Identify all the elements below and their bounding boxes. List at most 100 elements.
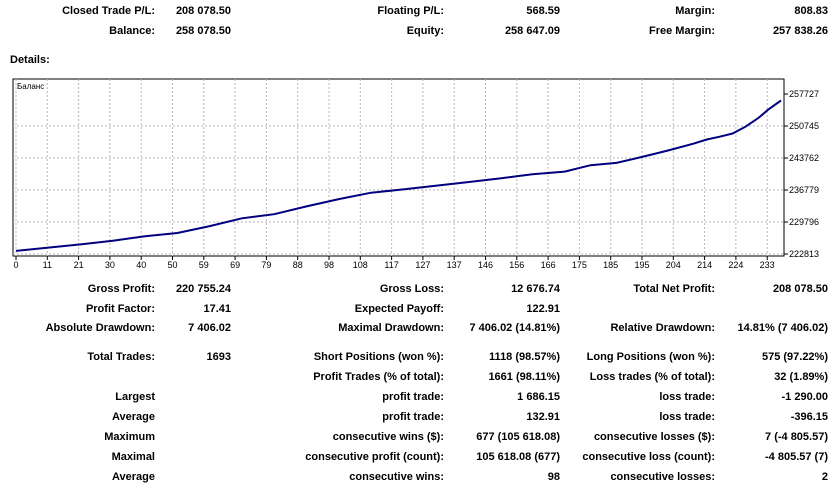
- total-net-profit-label: Total Net Profit:: [633, 283, 715, 295]
- margin-label: Margin:: [675, 5, 715, 17]
- max-consecutive-wins-value: 677 (105 618.08): [476, 431, 560, 443]
- balance-series-line: [15, 99, 782, 252]
- profit-trades-value: 1661 (98.11%): [488, 371, 560, 383]
- largest-loss-trade-value: -1 290.00: [781, 391, 828, 403]
- total-net-profit-value: 208 078.50: [772, 283, 828, 295]
- y-tick-label: 243762: [789, 153, 819, 163]
- absolute-drawdown-label: Absolute Drawdown:: [45, 322, 155, 334]
- free-margin-label: Free Margin:: [648, 25, 715, 37]
- expected-payoff-value: 122.91: [526, 303, 560, 315]
- chart-title: Баланс: [17, 82, 44, 91]
- largest-label: Largest: [115, 391, 155, 403]
- x-tick-label: 224: [728, 260, 743, 270]
- equity-label: Equity:: [406, 25, 444, 37]
- avg-consecutive-losses-value: 2: [821, 471, 828, 483]
- maximum-label: Maximum: [104, 431, 155, 443]
- largest-profit-trade-label: profit trade:: [382, 391, 444, 403]
- x-tick-label: 214: [697, 260, 712, 270]
- max-consecutive-losses-label: consecutive losses ($):: [593, 431, 715, 443]
- gross-loss-value: 12 676.74: [511, 283, 560, 295]
- maximal-drawdown-value: 7 406.02 (14.81%): [469, 322, 560, 334]
- relative-drawdown-value: 14.81% (7 406.02): [737, 322, 828, 334]
- x-tick-label: 117: [384, 260, 398, 270]
- x-tick-label: 195: [634, 260, 649, 270]
- average-consecutive-label: Average: [111, 471, 155, 483]
- y-axis-ticks: 257727 250745 243762 236779 229796 222813: [784, 89, 819, 259]
- avg-consecutive-wins-value: 98: [547, 471, 560, 483]
- x-tick-label: 204: [666, 260, 681, 270]
- y-tick-label: 236779: [789, 185, 819, 195]
- chart-grid: [13, 79, 784, 256]
- balance-chart: 0 11 21 30 40 50 59 69 79 88 98 108 117 127 137 146 156 1…: [12, 78, 819, 270]
- x-tick-label: 50: [167, 260, 177, 270]
- gross-profit-value: 220 755.24: [175, 283, 231, 295]
- maximal-consecutive-loss-value: -4 805.57 (7): [765, 451, 828, 463]
- avg-consecutive-wins-label: consecutive wins:: [349, 471, 444, 483]
- average-loss-trade-value: -396.15: [790, 411, 828, 423]
- floating-pl-value: 568.59: [526, 5, 560, 17]
- closed-trade-pl-label: Closed Trade P/L:: [62, 5, 155, 17]
- x-tick-label: 98: [324, 260, 334, 270]
- x-tick-label: 127: [415, 260, 430, 270]
- y-tick-label: 229796: [789, 217, 819, 227]
- closed-trade-pl-value: 208 078.50: [175, 5, 231, 17]
- loss-trades-value: 32 (1.89%): [774, 371, 828, 383]
- largest-loss-trade-label: loss trade:: [659, 391, 715, 403]
- x-axis-ticks: 0 11 21 30 40 50 59 69 79 88 98 108 117 127 137 146 156 1…: [13, 256, 775, 270]
- maximal-label: Maximal: [111, 451, 155, 463]
- x-tick-label: 88: [293, 260, 303, 270]
- balance-value: 258 078.50: [175, 25, 231, 37]
- x-tick-label: 175: [572, 260, 587, 270]
- x-tick-label: 69: [230, 260, 240, 270]
- x-tick-label: 30: [105, 260, 115, 270]
- short-positions-value: 1118 (98.57%): [489, 351, 560, 363]
- profit-factor-label: Profit Factor:: [85, 303, 155, 315]
- maximal-drawdown-label: Maximal Drawdown:: [338, 322, 444, 334]
- y-tick-label: 257727: [789, 89, 819, 99]
- loss-trades-label: Loss trades (% of total):: [589, 371, 715, 383]
- x-tick-label: 11: [43, 260, 52, 270]
- expected-payoff-label: Expected Payoff:: [354, 303, 444, 315]
- relative-drawdown-label: Relative Drawdown:: [610, 322, 715, 334]
- x-tick-label: 0: [13, 260, 18, 270]
- margin-value: 808.83: [794, 5, 828, 17]
- x-tick-label: 156: [509, 260, 524, 270]
- x-tick-label: 21: [74, 260, 84, 270]
- max-consecutive-losses-value: 7 (-4 805.57): [765, 431, 828, 443]
- x-tick-label: 40: [136, 260, 146, 270]
- total-trades-label: Total Trades:: [87, 351, 155, 363]
- x-tick-label: 59: [199, 260, 209, 270]
- maximal-consecutive-profit-value: 105 618.08 (677): [476, 451, 560, 463]
- long-positions-label: Long Positions (won %):: [586, 351, 715, 363]
- total-trades-value: 1693: [206, 351, 231, 363]
- x-tick-label: 137: [447, 260, 462, 270]
- x-tick-label: 146: [478, 260, 493, 270]
- x-tick-label: 166: [541, 260, 556, 270]
- average-profit-trade-value: 132.91: [526, 411, 560, 423]
- average-profit-trade-label: profit trade:: [382, 411, 444, 423]
- y-tick-label: 250745: [789, 121, 819, 131]
- avg-consecutive-losses-label: consecutive losses:: [610, 471, 715, 483]
- equity-value: 258 647.09: [504, 25, 560, 37]
- largest-profit-trade-value: 1 686.15: [517, 391, 560, 403]
- x-tick-label: 233: [760, 260, 775, 270]
- gross-loss-label: Gross Loss:: [379, 283, 444, 295]
- maximal-consecutive-profit-label: consecutive profit (count):: [305, 451, 444, 463]
- free-margin-value: 257 838.26: [772, 25, 828, 37]
- x-tick-label: 108: [353, 260, 368, 270]
- x-tick-label: 185: [603, 260, 618, 270]
- maximal-consecutive-loss-label: consecutive loss (count):: [582, 451, 715, 463]
- gross-profit-label: Gross Profit:: [87, 283, 155, 295]
- absolute-drawdown-value: 7 406.02: [188, 322, 231, 334]
- short-positions-label: Short Positions (won %):: [313, 351, 444, 363]
- y-tick-label: 222813: [789, 249, 819, 259]
- profit-factor-value: 17.41: [203, 303, 231, 315]
- balance-label: Balance:: [109, 25, 155, 37]
- x-tick-label: 79: [261, 260, 271, 270]
- floating-pl-label: Floating P/L:: [377, 5, 444, 17]
- max-consecutive-wins-label: consecutive wins ($):: [332, 431, 444, 443]
- profit-trades-label: Profit Trades (% of total):: [313, 371, 444, 383]
- long-positions-value: 575 (97.22%): [761, 351, 828, 363]
- details-label: Details:: [10, 54, 50, 66]
- average-label: Average: [111, 411, 155, 423]
